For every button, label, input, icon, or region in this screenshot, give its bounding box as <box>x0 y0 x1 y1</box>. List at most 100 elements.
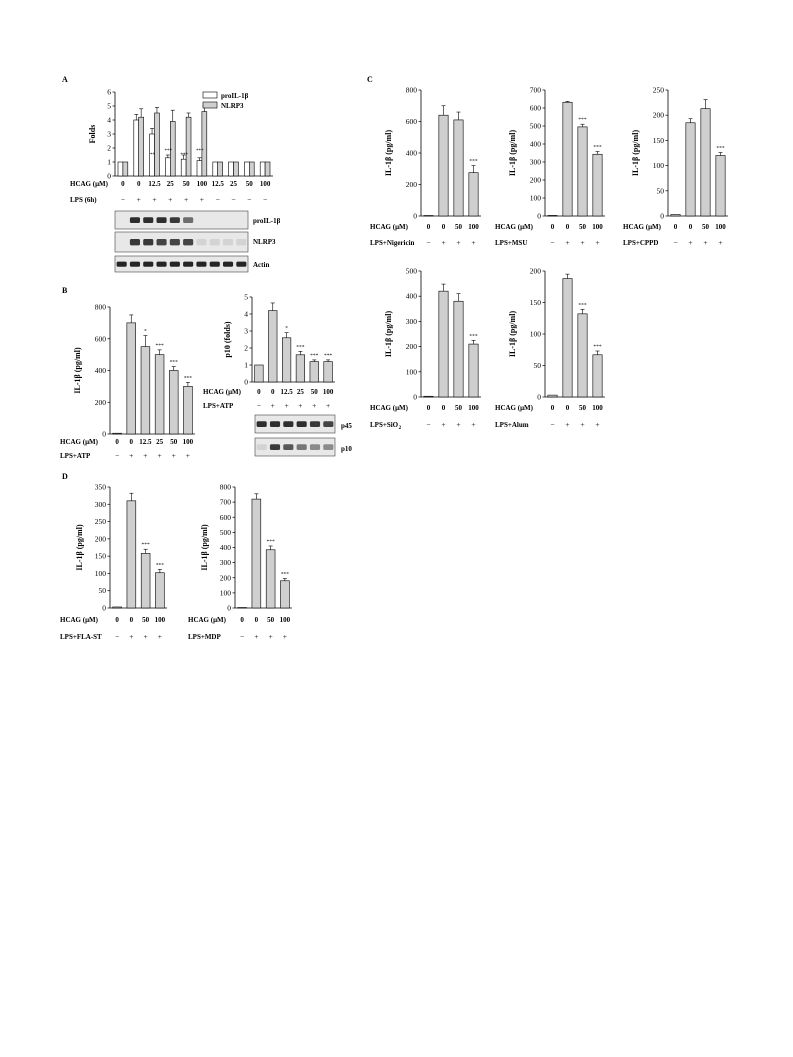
bar <box>700 108 711 217</box>
bar <box>547 394 558 398</box>
dose-label: 100 <box>197 180 208 188</box>
bar <box>140 553 151 609</box>
dose-label: 50 <box>311 388 319 396</box>
significance-label: *** <box>180 153 188 158</box>
stimulus-sign: + <box>312 401 316 410</box>
dose-label: 100 <box>155 616 166 624</box>
blot-band <box>309 421 321 428</box>
bar <box>117 161 124 177</box>
bar <box>280 580 290 609</box>
y-tick-label: 500 <box>406 267 418 276</box>
hcag-label: HCAG (μM) <box>370 404 409 412</box>
dose-label: 12.5 <box>212 180 225 188</box>
stimulus-label: LPS+FLA-ST <box>60 633 102 641</box>
bar <box>281 337 292 383</box>
blot-proil1b <box>114 210 249 230</box>
hcag-label: HCAG (μM) <box>495 404 534 412</box>
blot-band <box>296 444 307 451</box>
stimulus-sign: + <box>471 420 475 429</box>
stimulus-label: LPS+SiO <box>370 421 399 429</box>
dose-label: 50 <box>579 223 587 231</box>
hcag-label: HCAG (μM) <box>370 223 409 231</box>
significance-label: *** <box>155 343 164 349</box>
y-axis-label: IL-1β (pg/ml) <box>384 311 393 358</box>
stimulus-sign: + <box>326 401 330 410</box>
bar <box>453 119 464 217</box>
bar <box>468 172 479 217</box>
stimulus-sign: + <box>129 632 133 641</box>
y-axis-label: IL-1β (pg/ml) <box>384 130 393 177</box>
blot-band <box>236 239 247 246</box>
significance-label: *** <box>296 344 305 350</box>
stimulus-label: LPS+Nigericin <box>370 239 415 247</box>
y-tick-label: 300 <box>95 500 107 509</box>
bar <box>112 432 122 435</box>
y-tick-label: 600 <box>406 117 418 126</box>
stimulus-sign: + <box>184 195 188 204</box>
bar <box>217 161 223 177</box>
dose-label: 0 <box>689 223 693 231</box>
y-tick-label: 0 <box>102 604 106 613</box>
y-axis-label: IL-1β (pg/ml) <box>508 130 517 177</box>
panel-letter-c: C <box>367 75 373 84</box>
y-axis-label: IL-1β (pg/ml) <box>508 311 517 358</box>
bar <box>126 500 137 609</box>
bar <box>309 361 319 383</box>
y-tick-label: 3 <box>107 130 111 139</box>
y-tick-label: 800 <box>95 303 107 312</box>
blot-band <box>323 421 334 428</box>
bar <box>185 116 192 177</box>
stimulus-sign: + <box>200 195 204 204</box>
hcag-label: HCAG (μM) <box>203 388 242 396</box>
chart-5: 0 50 100 150 200 250 IL-1β (pg/ml) *** HCAG (μM)… <box>623 86 728 247</box>
dose-label: 50 <box>579 404 587 412</box>
blot-band <box>209 261 220 267</box>
y-tick-label: 300 <box>406 317 418 326</box>
dose-label: 25 <box>230 180 238 188</box>
stimulus-sign: + <box>580 420 584 429</box>
y-axis-label: Folds <box>88 125 97 144</box>
y-tick-label: 0 <box>660 212 664 221</box>
stimulus-sign: + <box>718 238 722 247</box>
blot-band <box>156 217 167 224</box>
blot-label: p45 <box>341 422 352 430</box>
subscript-label: 2 <box>399 426 402 431</box>
blot-band <box>283 444 294 451</box>
blot-band <box>169 261 180 267</box>
blot-band <box>222 261 234 267</box>
y-tick-label: 700 <box>220 498 232 507</box>
bar <box>122 161 129 177</box>
stimulus-sign: − <box>257 401 261 410</box>
significance-label: *** <box>716 145 725 151</box>
stimulus-sign: − <box>115 632 119 641</box>
stimulus-sign: + <box>688 238 692 247</box>
y-axis-label: IL-1β (pg/ml) <box>73 347 82 394</box>
significance-label: *** <box>324 353 333 359</box>
bar <box>438 114 449 217</box>
significance-label: *** <box>281 572 290 578</box>
y-axis-label: IL-1β (pg/ml) <box>200 524 209 571</box>
y-tick-label: 2 <box>107 144 111 153</box>
stimulus-sign: + <box>254 632 258 641</box>
dose-label: 100 <box>592 404 603 412</box>
stimulus-label: LPS+Alum <box>495 421 529 429</box>
stimulus-sign: + <box>456 420 460 429</box>
y-tick-label: 150 <box>653 136 665 145</box>
y-tick-label: 400 <box>220 543 232 552</box>
stimulus-sign: + <box>456 238 460 247</box>
blot-band <box>256 444 267 451</box>
bar <box>183 386 193 435</box>
panel-letter-d: D <box>62 472 68 481</box>
stimulus-sign: + <box>595 238 599 247</box>
dose-label: 50 <box>455 223 463 231</box>
y-tick-label: 200 <box>95 398 107 407</box>
dose-label: 100 <box>183 438 194 446</box>
bar <box>201 111 208 177</box>
chart-0-legend: proIL-1β NLRP3 <box>202 91 249 110</box>
blot-band <box>309 444 321 451</box>
dose-label: 0 <box>674 223 678 231</box>
y-tick-label: 200 <box>530 267 542 276</box>
bar <box>577 126 588 217</box>
dose-label: 50 <box>455 404 463 412</box>
